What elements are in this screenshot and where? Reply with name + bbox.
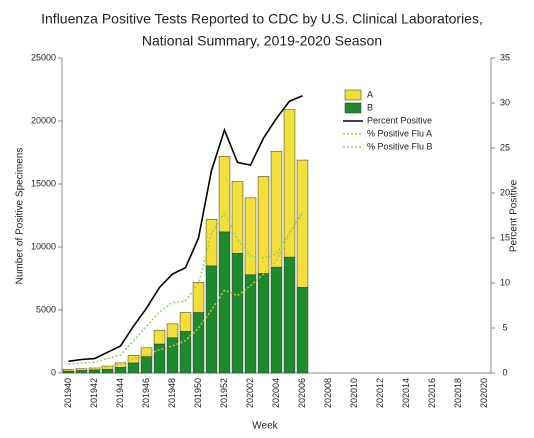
bar	[218, 231, 231, 374]
line	[68, 95, 303, 363]
y-tick-label: 20000	[31, 115, 56, 125]
chart-title: National Summary, 2019-2020 Season	[142, 33, 382, 49]
bar	[192, 312, 205, 374]
x-tick-label: 202006	[297, 378, 307, 408]
x-tick-label: 201940	[63, 378, 73, 408]
x-tick-label: 201942	[89, 378, 99, 408]
bar	[140, 356, 153, 374]
bar	[127, 355, 140, 364]
bar	[62, 370, 75, 374]
bar	[153, 343, 166, 374]
legend-label: B	[367, 102, 373, 112]
bar	[127, 362, 140, 374]
x-tick-label: 202018	[453, 378, 463, 408]
y2-tick-label: 35	[500, 52, 510, 62]
x-tick-label: 202020	[479, 378, 489, 408]
y2-axis-title: Percent Positive	[509, 179, 520, 252]
bar	[114, 367, 127, 374]
bar	[114, 362, 127, 368]
legend-swatch	[344, 102, 362, 114]
legend-swatch	[344, 89, 362, 101]
y2-tick-label: 10	[500, 277, 510, 287]
x-tick-label: 202014	[401, 378, 411, 408]
x-tick-label: 202012	[375, 378, 385, 408]
x-tick-label: 201946	[141, 378, 151, 408]
bar	[296, 159, 309, 288]
y-tick-label: 10000	[31, 241, 56, 251]
x-tick-label: 201950	[193, 378, 203, 408]
y2-tick-label: 15	[500, 232, 510, 242]
x-axis-title: Week	[252, 421, 278, 432]
y-tick-label: 25000	[31, 52, 56, 62]
line	[68, 212, 304, 372]
legend-label: % Positive Flu A	[367, 128, 432, 138]
bar	[88, 369, 101, 374]
y2-tick-label: 30	[500, 97, 510, 107]
x-tick-label: 202004	[271, 378, 281, 408]
x-tick-label: 202008	[323, 378, 333, 408]
legend-label: % Positive Flu B	[367, 141, 433, 151]
y2-tick-label: 0	[502, 367, 507, 377]
bar	[75, 370, 88, 374]
bar	[270, 266, 283, 374]
bar	[179, 312, 192, 332]
bar	[140, 347, 153, 357]
x-tick-label: 201952	[219, 378, 229, 408]
bar	[205, 219, 218, 267]
bar	[205, 265, 218, 374]
bar	[283, 256, 296, 374]
bar	[153, 329, 166, 345]
y-tick-label: 15000	[31, 178, 56, 188]
bar	[244, 197, 257, 275]
bar	[257, 273, 270, 374]
y-tick-label: 0	[51, 367, 56, 377]
x-tick-label: 201944	[115, 378, 125, 408]
bar	[244, 274, 257, 374]
bar	[231, 253, 244, 374]
y-axis-title: Number of Positive Specimens	[15, 148, 26, 285]
bar	[101, 368, 114, 374]
x-tick-label: 202010	[349, 378, 359, 408]
y2-tick-label: 5	[502, 322, 507, 332]
bar	[270, 150, 283, 268]
legend-label: Percent Positive	[367, 115, 432, 125]
legend-label: A	[367, 89, 373, 99]
y2-tick-label: 25	[500, 142, 510, 152]
bar	[166, 323, 179, 338]
bar	[179, 331, 192, 374]
bar	[257, 176, 270, 274]
line	[68, 211, 304, 365]
y2-tick-label: 20	[500, 187, 510, 197]
bar	[283, 109, 296, 258]
x-tick-label: 202016	[427, 378, 437, 408]
y-tick-label: 5000	[36, 304, 56, 314]
bar	[296, 287, 309, 374]
bar	[166, 337, 179, 374]
x-tick-label: 202002	[245, 378, 255, 408]
x-tick-label: 201948	[167, 378, 177, 408]
bar	[218, 156, 231, 233]
bar	[231, 181, 244, 254]
chart-title: Influenza Positive Tests Reported to CDC…	[41, 11, 483, 27]
bar	[192, 282, 205, 313]
bar	[101, 365, 114, 370]
